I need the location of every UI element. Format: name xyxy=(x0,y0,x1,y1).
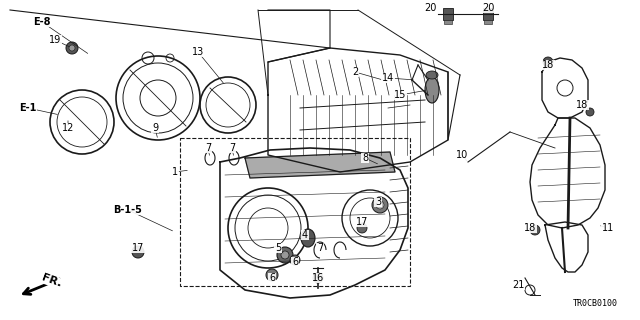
Polygon shape xyxy=(245,152,395,178)
Circle shape xyxy=(376,201,384,209)
Text: 3: 3 xyxy=(375,197,381,207)
Bar xyxy=(180,138,410,286)
Text: 14: 14 xyxy=(382,73,394,83)
Ellipse shape xyxy=(425,77,439,103)
Text: 9: 9 xyxy=(152,123,158,133)
Text: 8: 8 xyxy=(362,153,368,163)
Circle shape xyxy=(277,247,293,263)
Text: 21: 21 xyxy=(512,280,524,290)
Bar xyxy=(444,20,452,24)
Text: 4: 4 xyxy=(302,230,308,240)
Text: 5: 5 xyxy=(275,243,281,253)
Text: 11: 11 xyxy=(602,223,614,233)
Text: E-8: E-8 xyxy=(33,17,51,27)
Text: 2: 2 xyxy=(352,67,358,77)
Circle shape xyxy=(530,225,540,235)
Text: FR.: FR. xyxy=(41,273,63,289)
Text: 17: 17 xyxy=(132,243,144,253)
Text: 7: 7 xyxy=(205,143,211,153)
Text: E-1: E-1 xyxy=(19,103,36,113)
Text: 17: 17 xyxy=(356,217,368,227)
Circle shape xyxy=(69,45,75,51)
Circle shape xyxy=(266,269,278,281)
Text: 7: 7 xyxy=(317,243,323,253)
Circle shape xyxy=(372,197,388,213)
Text: 10: 10 xyxy=(456,150,468,160)
Text: 6: 6 xyxy=(292,257,298,267)
Circle shape xyxy=(586,108,594,116)
Circle shape xyxy=(281,251,289,259)
Text: 12: 12 xyxy=(62,123,74,133)
Circle shape xyxy=(132,246,144,258)
Bar xyxy=(443,8,453,20)
Bar xyxy=(484,20,492,24)
Text: 20: 20 xyxy=(482,3,494,13)
Text: B-1-5: B-1-5 xyxy=(113,205,143,215)
Text: 15: 15 xyxy=(394,90,406,100)
Circle shape xyxy=(357,223,367,233)
Ellipse shape xyxy=(426,71,438,79)
Circle shape xyxy=(290,255,300,265)
Text: 6: 6 xyxy=(269,273,275,283)
Text: 20: 20 xyxy=(424,3,436,13)
Text: 16: 16 xyxy=(312,273,324,283)
Text: 13: 13 xyxy=(192,47,204,57)
Text: 18: 18 xyxy=(542,60,554,70)
Bar xyxy=(483,8,493,20)
Ellipse shape xyxy=(301,229,315,247)
Text: 7: 7 xyxy=(229,143,235,153)
Text: 18: 18 xyxy=(524,223,536,233)
Text: 1: 1 xyxy=(172,167,178,177)
Circle shape xyxy=(66,42,78,54)
Circle shape xyxy=(313,273,323,283)
Text: 18: 18 xyxy=(576,100,588,110)
Text: 19: 19 xyxy=(49,35,61,45)
Circle shape xyxy=(543,57,553,67)
Text: TR0CB0100: TR0CB0100 xyxy=(573,299,618,308)
